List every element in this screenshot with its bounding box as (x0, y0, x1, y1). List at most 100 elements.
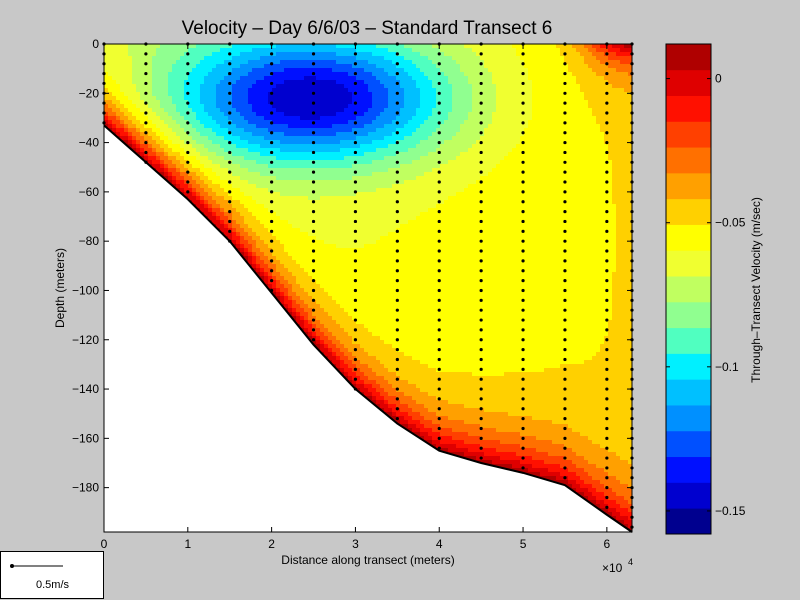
heat-cell (324, 308, 329, 313)
heat-cell (400, 244, 405, 249)
heat-cell (412, 352, 417, 357)
heat-cell (236, 104, 241, 109)
heat-cell (268, 88, 273, 93)
heat-cell (412, 312, 417, 317)
heat-cell (368, 308, 373, 313)
heat-cell (184, 112, 189, 117)
heat-cell (252, 196, 257, 201)
heat-cell (184, 156, 189, 161)
heat-cell (212, 92, 217, 97)
heat-cell (184, 136, 189, 141)
heat-cell (256, 108, 261, 113)
heat-cell (156, 48, 161, 53)
heat-cell (344, 288, 349, 293)
heat-cell (368, 120, 373, 125)
heat-cell (320, 44, 325, 49)
heat-cell (264, 196, 269, 201)
heat-cell (332, 180, 337, 185)
heat-cell (380, 380, 385, 385)
heat-cell (216, 188, 221, 193)
heat-cell (300, 168, 305, 173)
heat-cell (376, 68, 381, 73)
heat-cell (272, 216, 277, 221)
heat-cell (396, 76, 401, 81)
heat-cell (300, 148, 305, 153)
heat-cell (232, 176, 237, 181)
heat-cell (348, 196, 353, 201)
heat-cell (176, 124, 181, 129)
heat-cell (380, 360, 385, 365)
heat-cell (420, 280, 425, 285)
heat-cell (216, 120, 221, 125)
heat-cell (340, 216, 345, 221)
heat-cell (192, 64, 197, 69)
heat-cell (184, 172, 189, 177)
heat-cell (300, 212, 305, 217)
heat-cell (104, 60, 109, 65)
heat-cell (220, 104, 225, 109)
heat-cell (348, 356, 353, 361)
heat-cell (288, 240, 293, 245)
heat-cell (244, 244, 249, 249)
heat-cell (356, 76, 361, 81)
heat-cell (400, 368, 405, 373)
heat-cell (376, 92, 381, 97)
heat-cell (244, 48, 249, 53)
heat-cell (252, 204, 257, 209)
heat-cell (332, 136, 337, 141)
heat-cell (384, 400, 389, 405)
heat-cell (328, 132, 333, 137)
heat-cell (352, 196, 357, 201)
heat-cell (340, 44, 345, 49)
heat-cell (336, 124, 341, 129)
heat-cell (204, 128, 209, 133)
heat-cell (408, 172, 413, 177)
heat-cell (308, 168, 313, 173)
heat-cell (404, 184, 409, 189)
heat-cell (316, 44, 321, 49)
heat-cell (272, 276, 277, 281)
heat-cell (384, 56, 389, 61)
heat-cell (164, 96, 169, 101)
heat-cell (188, 80, 193, 85)
heat-cell (384, 312, 389, 317)
heat-cell (244, 228, 249, 233)
heat-cell (320, 120, 325, 125)
heat-cell (244, 64, 249, 69)
heat-cell (328, 52, 333, 57)
heat-cell (164, 132, 169, 137)
heat-cell (264, 200, 269, 205)
heat-cell (412, 316, 417, 321)
heat-cell (304, 124, 309, 129)
heat-cell (404, 56, 409, 61)
heat-cell (272, 256, 277, 261)
heat-cell (412, 236, 417, 241)
heat-cell (368, 276, 373, 281)
heat-cell (364, 208, 369, 213)
heat-cell (276, 60, 281, 65)
heat-cell (188, 196, 193, 201)
heat-cell (252, 220, 257, 225)
heat-cell (332, 292, 337, 297)
heat-cell (160, 52, 165, 57)
heat-cell (384, 252, 389, 257)
heat-cell (220, 172, 225, 177)
heat-cell (376, 352, 381, 357)
heat-cell (184, 68, 189, 73)
heat-cell (412, 420, 417, 425)
heat-cell (348, 256, 353, 261)
heat-cell (356, 92, 361, 97)
heat-cell (256, 164, 261, 169)
heat-cell (344, 324, 349, 329)
heat-cell (324, 212, 329, 217)
heat-cell (332, 224, 337, 229)
heat-cell (404, 148, 409, 153)
heat-cell (372, 92, 377, 97)
heat-cell (388, 136, 393, 141)
heat-cell (160, 100, 165, 105)
heat-cell (280, 220, 285, 225)
heat-cell (136, 132, 141, 137)
heat-cell (384, 364, 389, 369)
heat-cell (308, 60, 313, 65)
heat-cell (124, 132, 129, 137)
